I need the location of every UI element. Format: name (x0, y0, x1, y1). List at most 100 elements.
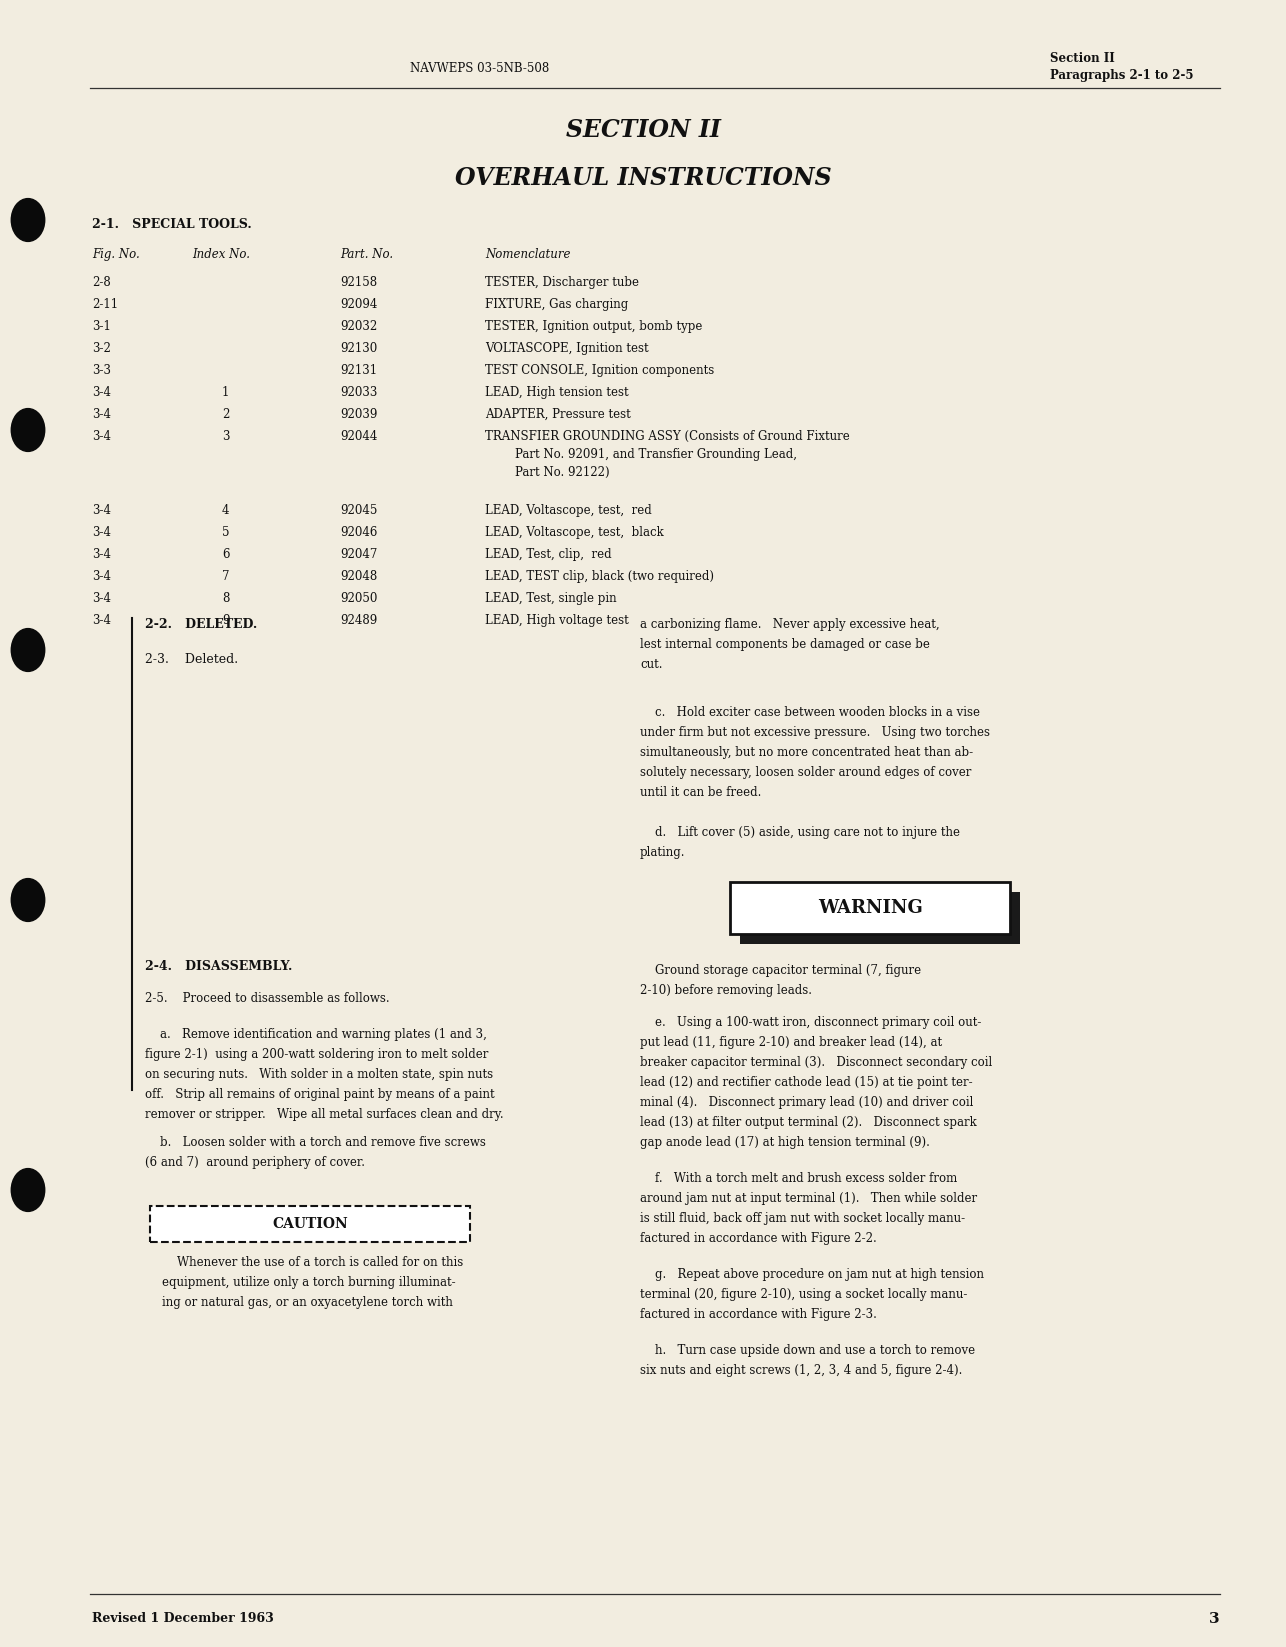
Circle shape (12, 629, 45, 672)
Text: 92130: 92130 (340, 343, 377, 356)
Text: plating.: plating. (640, 847, 685, 860)
Text: Index No.: Index No. (192, 249, 249, 260)
Text: breaker capacitor terminal (3).   Disconnect secondary coil: breaker capacitor terminal (3). Disconne… (640, 1056, 993, 1069)
Text: 3-1: 3-1 (93, 320, 111, 333)
Text: 92044: 92044 (340, 430, 377, 443)
Text: equipment, utilize only a torch burning illuminat-: equipment, utilize only a torch burning … (162, 1276, 455, 1290)
Text: 3: 3 (222, 430, 229, 443)
Text: (6 and 7)  around periphery of cover.: (6 and 7) around periphery of cover. (145, 1156, 365, 1169)
Bar (730, 883, 1010, 934)
Text: VOLTASCOPE, Ignition test: VOLTASCOPE, Ignition test (485, 343, 648, 356)
Text: 92050: 92050 (340, 591, 377, 604)
Text: TRANSFIER GROUNDING ASSY (Consists of Ground Fixture: TRANSFIER GROUNDING ASSY (Consists of Gr… (485, 430, 850, 443)
Text: Section II: Section II (1049, 51, 1115, 64)
Text: 3-4: 3-4 (93, 408, 111, 422)
Text: lead (13) at filter output terminal (2).   Disconnect spark: lead (13) at filter output terminal (2).… (640, 1117, 977, 1128)
Text: lest internal components be damaged or case be: lest internal components be damaged or c… (640, 637, 930, 651)
Text: 3-2: 3-2 (93, 343, 111, 356)
Text: NAVWEPS 03-5NB-508: NAVWEPS 03-5NB-508 (410, 61, 549, 74)
Text: TESTER, Discharger tube: TESTER, Discharger tube (485, 277, 639, 288)
Text: 92048: 92048 (340, 570, 377, 583)
Text: a.   Remove identification and warning plates (1 and 3,: a. Remove identification and warning pla… (145, 1028, 487, 1041)
Text: six nuts and eight screws (1, 2, 3, 4 and 5, figure 2-4).: six nuts and eight screws (1, 2, 3, 4 an… (640, 1364, 962, 1377)
Text: Fig. No.: Fig. No. (93, 249, 140, 260)
Text: 2-4.   DISASSEMBLY.: 2-4. DISASSEMBLY. (145, 960, 292, 973)
Text: gap anode lead (17) at high tension terminal (9).: gap anode lead (17) at high tension term… (640, 1136, 930, 1150)
Text: 92032: 92032 (340, 320, 377, 333)
Circle shape (12, 1169, 45, 1212)
Text: 92039: 92039 (340, 408, 377, 422)
Text: 3-4: 3-4 (93, 430, 111, 443)
Text: off.   Strip all remains of original paint by means of a paint: off. Strip all remains of original paint… (145, 1089, 495, 1100)
Text: TESTER, Ignition output, bomb type: TESTER, Ignition output, bomb type (485, 320, 702, 333)
Text: is still fluid, back off jam nut with socket locally manu-: is still fluid, back off jam nut with so… (640, 1212, 964, 1225)
Text: 1: 1 (222, 385, 229, 399)
Text: g.   Repeat above procedure on jam nut at high tension: g. Repeat above procedure on jam nut at … (640, 1268, 984, 1281)
Text: 9: 9 (222, 614, 229, 628)
Bar (739, 893, 1020, 944)
Text: 92131: 92131 (340, 364, 377, 377)
Text: ADAPTER, Pressure test: ADAPTER, Pressure test (485, 408, 630, 422)
Text: 4: 4 (222, 504, 229, 517)
Text: minal (4).   Disconnect primary lead (10) and driver coil: minal (4). Disconnect primary lead (10) … (640, 1095, 974, 1108)
Text: LEAD, High voltage test: LEAD, High voltage test (485, 614, 629, 628)
Text: 2-11: 2-11 (93, 298, 118, 311)
Text: CAUTION: CAUTION (273, 1217, 349, 1230)
Text: 3-3: 3-3 (93, 364, 111, 377)
Text: LEAD, Test, clip,  red: LEAD, Test, clip, red (485, 548, 612, 562)
Text: 2-5.    Proceed to disassemble as follows.: 2-5. Proceed to disassemble as follows. (145, 991, 390, 1005)
Text: remover or stripper.   Wipe all metal surfaces clean and dry.: remover or stripper. Wipe all metal surf… (145, 1108, 504, 1122)
Text: 92094: 92094 (340, 298, 377, 311)
Text: 2: 2 (222, 408, 229, 422)
Text: h.   Turn case upside down and use a torch to remove: h. Turn case upside down and use a torch… (640, 1344, 975, 1357)
Text: FIXTURE, Gas charging: FIXTURE, Gas charging (485, 298, 629, 311)
Text: 3-4: 3-4 (93, 548, 111, 562)
Text: 92047: 92047 (340, 548, 377, 562)
Text: 92489: 92489 (340, 614, 377, 628)
Text: c.   Hold exciter case between wooden blocks in a vise: c. Hold exciter case between wooden bloc… (640, 707, 980, 720)
Text: 3-4: 3-4 (93, 525, 111, 539)
Text: Whenever the use of a torch is called for on this: Whenever the use of a torch is called fo… (162, 1257, 463, 1268)
Text: figure 2-1)  using a 200-watt soldering iron to melt solder: figure 2-1) using a 200-watt soldering i… (145, 1047, 489, 1061)
Text: e.   Using a 100-watt iron, disconnect primary coil out-: e. Using a 100-watt iron, disconnect pri… (640, 1016, 981, 1029)
Text: cut.: cut. (640, 659, 662, 670)
Text: around jam nut at input terminal (1).   Then while solder: around jam nut at input terminal (1). Th… (640, 1192, 977, 1206)
Text: 2-8: 2-8 (93, 277, 111, 288)
Text: 2-1.   SPECIAL TOOLS.: 2-1. SPECIAL TOOLS. (93, 217, 252, 231)
Text: 2-10) before removing leads.: 2-10) before removing leads. (640, 983, 811, 996)
Text: 3-4: 3-4 (93, 570, 111, 583)
Circle shape (12, 408, 45, 451)
Text: put lead (11, figure 2-10) and breaker lead (14), at: put lead (11, figure 2-10) and breaker l… (640, 1036, 943, 1049)
Text: ing or natural gas, or an oxyacetylene torch with: ing or natural gas, or an oxyacetylene t… (162, 1296, 453, 1309)
Text: 2-2.   DELETED.: 2-2. DELETED. (145, 618, 257, 631)
Text: WARNING: WARNING (818, 899, 922, 917)
Text: Part. No.: Part. No. (340, 249, 394, 260)
Text: LEAD, Voltascope, test,  red: LEAD, Voltascope, test, red (485, 504, 652, 517)
Text: a carbonizing flame.   Never apply excessive heat,: a carbonizing flame. Never apply excessi… (640, 618, 940, 631)
Text: TEST CONSOLE, Ignition components: TEST CONSOLE, Ignition components (485, 364, 714, 377)
Text: LEAD, High tension test: LEAD, High tension test (485, 385, 629, 399)
Text: OVERHAUL INSTRUCTIONS: OVERHAUL INSTRUCTIONS (455, 166, 831, 189)
Text: solutely necessary, loosen solder around edges of cover: solutely necessary, loosen solder around… (640, 766, 971, 779)
Text: 3: 3 (1209, 1612, 1220, 1626)
Text: 3-4: 3-4 (93, 504, 111, 517)
Text: simultaneously, but no more concentrated heat than ab-: simultaneously, but no more concentrated… (640, 746, 974, 759)
Circle shape (12, 199, 45, 242)
Circle shape (12, 878, 45, 921)
Text: factured in accordance with Figure 2-3.: factured in accordance with Figure 2-3. (640, 1308, 877, 1321)
Text: 3-4: 3-4 (93, 385, 111, 399)
Text: 92046: 92046 (340, 525, 377, 539)
Text: 7: 7 (222, 570, 229, 583)
Text: lead (12) and rectifier cathode lead (15) at tie point ter-: lead (12) and rectifier cathode lead (15… (640, 1075, 972, 1089)
Text: 92158: 92158 (340, 277, 377, 288)
Text: 6: 6 (222, 548, 229, 562)
Text: on securing nuts.   With solder in a molten state, spin nuts: on securing nuts. With solder in a molte… (145, 1067, 493, 1080)
Text: 2-3.    Deleted.: 2-3. Deleted. (145, 652, 238, 665)
Text: Nomenclature: Nomenclature (485, 249, 571, 260)
Text: 92033: 92033 (340, 385, 377, 399)
Text: Revised 1 December 1963: Revised 1 December 1963 (93, 1612, 274, 1626)
Text: Ground storage capacitor terminal (7, figure: Ground storage capacitor terminal (7, fi… (640, 963, 921, 977)
Text: LEAD, TEST clip, black (two required): LEAD, TEST clip, black (two required) (485, 570, 714, 583)
Text: Part No. 92091, and Transfier Grounding Lead,: Part No. 92091, and Transfier Grounding … (485, 448, 797, 461)
Bar (150, 1206, 469, 1242)
